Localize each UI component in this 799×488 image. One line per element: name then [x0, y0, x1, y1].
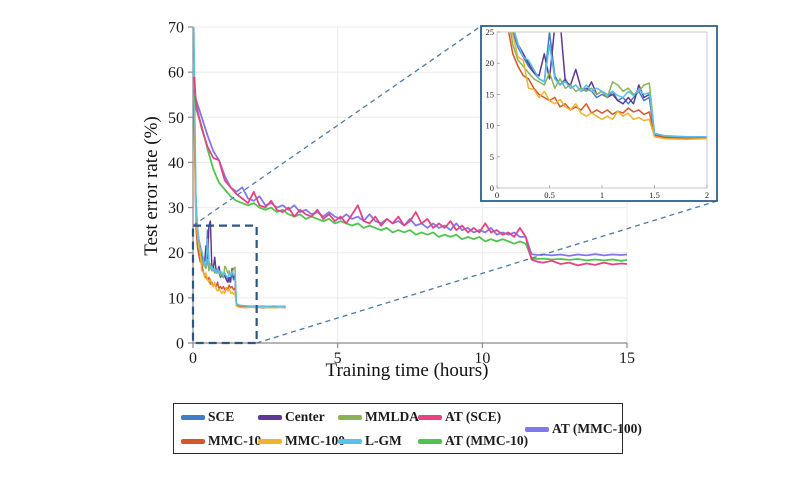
legend-label: MMLDA [365, 409, 419, 424]
inset-x-tick-label: 1.5 [649, 190, 660, 200]
legend-swatch [418, 414, 442, 420]
inset-y-tick-label: 5 [490, 152, 494, 162]
y-axis-label: Test error rate (%) [141, 116, 162, 256]
legend-swatch [525, 426, 549, 432]
x-tick-label: 15 [619, 350, 635, 367]
legend-swatch [181, 414, 205, 420]
inset-y-tick-label: 10 [486, 121, 495, 131]
legend-label: AT (MMC-100) [552, 421, 642, 436]
legend-item-at-mmc-100-: AT (MMC-100) [525, 421, 642, 437]
inset-series-line-MMC-100 [511, 32, 707, 141]
inset-x-tick-label: 0.5 [544, 190, 555, 200]
x-tick-label: 0 [189, 350, 197, 367]
inset-series-line-MMC-10 [508, 32, 707, 139]
inset-y-tick-label: 15 [486, 89, 495, 99]
legend-item-at-mmc-10-: AT (MMC-10) [418, 433, 528, 449]
inset-y-tick-label: 20 [486, 58, 495, 68]
legend-item-mmc-100: MMC-100 [258, 433, 345, 449]
y-tick-label: 0 [176, 336, 184, 353]
inset-x-tick-label: 1 [600, 190, 604, 200]
x-tick-label: 5 [334, 350, 342, 367]
zoom-region-box [191, 224, 258, 345]
series-line-AT (SCE) [193, 76, 628, 267]
y-tick-label: 10 [168, 290, 184, 307]
inset-x-tick-label: 2 [705, 190, 709, 200]
y-tick-label: 50 [168, 110, 184, 127]
inset-series-line-L-GM [513, 32, 707, 138]
series-line-MMC-100 [193, 63, 286, 309]
legend-swatch [418, 438, 442, 444]
y-tick-label: 40 [168, 155, 184, 172]
x-tick-label: 10 [474, 350, 490, 367]
legend-swatch [338, 414, 362, 420]
legend-label: L-GM [365, 433, 402, 448]
legend-swatch [181, 438, 205, 444]
inset-x-tick-label: 0 [495, 190, 499, 200]
legend-label: Center [285, 409, 325, 424]
inset-axes-box [496, 31, 708, 189]
legend-label: AT (SCE) [445, 409, 502, 424]
zoom-connector-bottom [256, 200, 718, 344]
y-tick-label: 30 [168, 200, 184, 217]
legend-item-mmc-10: MMC-10 [181, 433, 261, 449]
legend-label: MMC-10 [208, 433, 262, 448]
legend-label: MMC-100 [285, 433, 345, 448]
legend-item-at-sce-: AT (SCE) [418, 409, 501, 425]
inset-series [508, 32, 707, 141]
inset-y-tick-label: 25 [486, 27, 495, 37]
series-line-Center [193, 76, 286, 309]
legend-item-mmlda: MMLDA [338, 409, 419, 425]
legend-item-l-gm: L-GM [338, 433, 402, 449]
inset-y-tick-label: 0 [490, 183, 494, 193]
legend-label: SCE [208, 409, 235, 424]
legend-swatch [338, 438, 362, 444]
legend-swatch [258, 414, 282, 420]
legend-swatch [258, 438, 282, 444]
zoom-connector-top [192, 25, 482, 227]
legend-box: SCE Center MMLDA AT (SCE) MMC-10 MMC-100 L-GM A… [173, 403, 642, 454]
series-line-AT (MMC-100) [193, 90, 628, 257]
legend-item-sce: SCE [181, 409, 234, 425]
legend-item-center: Center [258, 409, 325, 425]
y-tick-label: 60 [168, 65, 184, 82]
y-tick-label: 70 [168, 20, 184, 37]
legend-label: AT (MMC-10) [445, 433, 529, 448]
series-line-L-GM [193, 26, 286, 308]
y-tick-label: 20 [168, 245, 184, 262]
x-axis-label: Training time (hours) [325, 360, 489, 381]
